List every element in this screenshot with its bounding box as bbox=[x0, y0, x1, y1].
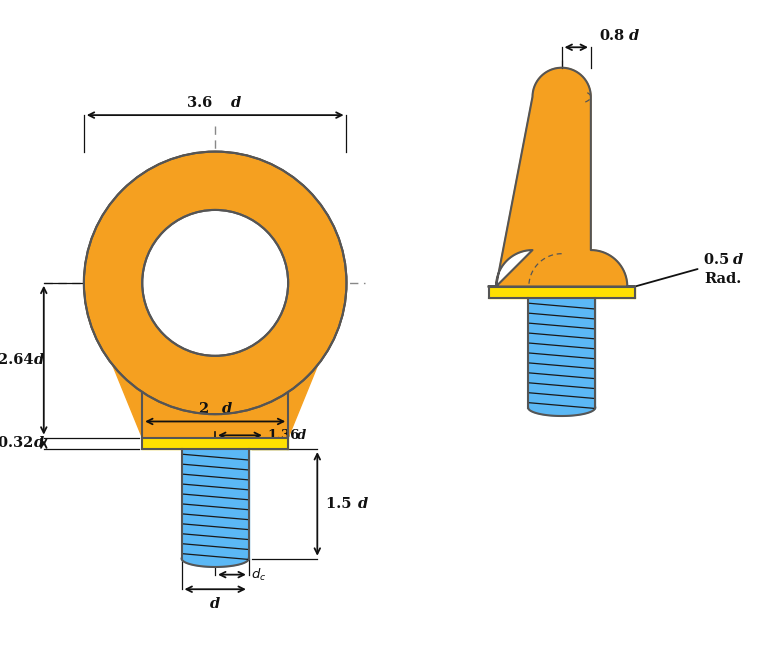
Text: d: d bbox=[243, 299, 253, 313]
Text: 2: 2 bbox=[199, 402, 214, 417]
Text: 3.6: 3.6 bbox=[187, 96, 217, 110]
Polygon shape bbox=[528, 298, 595, 408]
Text: 1.5: 1.5 bbox=[326, 497, 356, 511]
Polygon shape bbox=[489, 68, 635, 287]
Text: 0.32: 0.32 bbox=[0, 436, 39, 450]
Text: 1.36: 1.36 bbox=[268, 429, 300, 442]
Polygon shape bbox=[528, 408, 595, 416]
Text: d: d bbox=[230, 96, 241, 110]
Polygon shape bbox=[84, 296, 346, 437]
Polygon shape bbox=[182, 449, 249, 559]
Circle shape bbox=[142, 210, 288, 356]
Text: d: d bbox=[222, 402, 232, 417]
Text: d: d bbox=[357, 497, 368, 511]
Text: d: d bbox=[297, 429, 306, 442]
Polygon shape bbox=[489, 287, 635, 298]
Text: d: d bbox=[34, 353, 45, 367]
Polygon shape bbox=[182, 559, 249, 567]
Text: $d_c$: $d_c$ bbox=[251, 567, 266, 583]
Text: 2: 2 bbox=[224, 299, 234, 313]
Text: 0.8: 0.8 bbox=[600, 29, 625, 43]
Circle shape bbox=[84, 152, 347, 414]
Text: Rad.: Rad. bbox=[704, 272, 741, 286]
Text: d: d bbox=[629, 29, 639, 43]
Text: d: d bbox=[210, 596, 220, 610]
Circle shape bbox=[84, 152, 347, 414]
Polygon shape bbox=[142, 437, 288, 449]
Text: 2.64: 2.64 bbox=[0, 353, 39, 367]
Circle shape bbox=[142, 210, 288, 356]
Text: 0.5: 0.5 bbox=[704, 253, 734, 267]
Text: d: d bbox=[34, 436, 45, 450]
Text: d: d bbox=[733, 253, 743, 267]
